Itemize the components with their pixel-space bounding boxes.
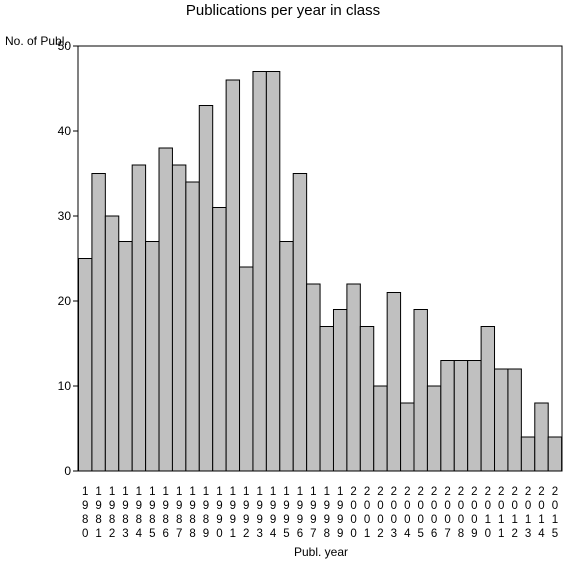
bar-2009 (467, 360, 482, 472)
x-axis-ticks: 1 9 8 0 1 9 8 1 1 9 8 2 1 9 8 3 1 9 8 4 1 9 8 5 1 9 8 6 1 9 8 7 1 9 8 8 1 9 8 9… (82, 486, 558, 540)
bar-2004 (400, 402, 415, 472)
bar-2002 (373, 385, 388, 472)
plot-frame (77, 45, 563, 472)
bar-2008 (453, 360, 469, 472)
bar-1981 (91, 173, 106, 472)
bar-2015 (547, 436, 563, 472)
bar-1992 (239, 266, 254, 472)
bar-1996 (292, 173, 308, 472)
bar-1988 (185, 181, 200, 472)
bar-1994 (265, 71, 281, 472)
y-tick-label: 0 (64, 464, 71, 478)
bar-2010 (480, 326, 496, 472)
bar-1987 (171, 164, 187, 472)
y-tick-label: 30 (58, 209, 72, 223)
bars-group (78, 71, 563, 472)
bar-1997 (306, 283, 321, 472)
y-tick-label: 50 (58, 39, 72, 53)
bar-2011 (494, 368, 509, 472)
bar-2013 (520, 436, 536, 472)
y-tick-label: 40 (58, 124, 72, 138)
y-axis-label: No. of Publ. (5, 34, 68, 48)
bar-2006 (426, 385, 442, 472)
bar-1993 (252, 71, 267, 472)
bar-2005 (413, 309, 428, 472)
bar-1999 (332, 309, 348, 472)
bar-2003 (386, 292, 402, 472)
y-tick-label: 10 (58, 379, 72, 393)
bar-2012 (507, 368, 522, 472)
chart-title: Publications per year in class (186, 2, 380, 19)
y-axis-ticks: 0 10 20 30 40 50 (58, 39, 78, 478)
bar-2001 (359, 326, 375, 472)
bar-1980 (78, 258, 93, 472)
bar-1985 (145, 241, 160, 472)
bar-2014 (534, 402, 549, 472)
bar-1989 (198, 105, 214, 472)
bar-1991 (225, 79, 241, 472)
y-tick-label: 20 (58, 294, 72, 308)
bar-1995 (279, 241, 294, 472)
bar-1982 (104, 215, 120, 472)
bar-1990 (212, 207, 227, 472)
bar-1998 (319, 326, 334, 472)
bar-2007 (440, 360, 455, 472)
bar-1984 (131, 164, 147, 472)
bar-1983 (118, 241, 133, 472)
bar-2000 (346, 283, 361, 472)
x-axis-label: Publ. year (294, 545, 348, 559)
bar-1986 (158, 147, 173, 472)
